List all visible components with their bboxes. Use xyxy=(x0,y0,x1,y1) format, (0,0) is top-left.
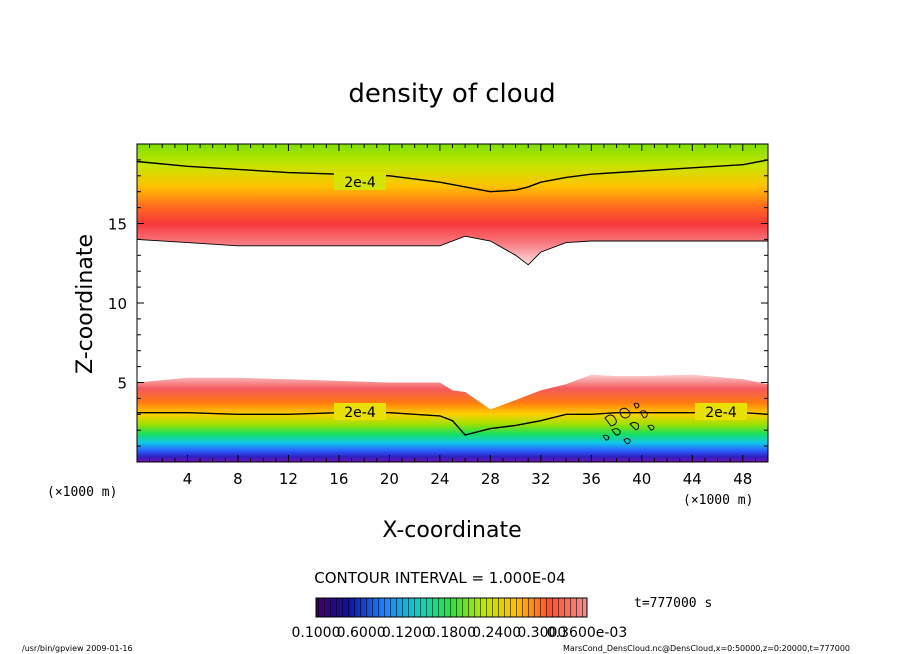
colorbar-tick-label: 0.1800 xyxy=(427,625,476,641)
colorbar-tick-label: 0.1200 xyxy=(382,625,431,641)
x-tick-label: 20 xyxy=(380,470,399,488)
y-tick-label: 5 xyxy=(117,375,127,393)
x-tick-label: 44 xyxy=(683,470,702,488)
x-tick-label: 36 xyxy=(582,470,601,488)
x-tick-label: 28 xyxy=(481,470,500,488)
contour-label-lower-left: 2e-4 xyxy=(344,405,376,421)
y-tick-label: 10 xyxy=(108,295,127,313)
upper-cloud-edge-contour xyxy=(137,235,768,266)
lower-cloud-fill xyxy=(137,374,768,462)
colorbar-tick-label: 0.2400 xyxy=(472,625,521,641)
x-tick-label: 24 xyxy=(430,470,449,488)
footer-right: MarsCond_DensCloud.nc@DensCloud,x=0:5000… xyxy=(563,644,850,653)
contour-interval-text: CONTOUR INTERVAL = 1.000E-04 xyxy=(314,569,565,587)
contour-label-upper: 2e-4 xyxy=(344,175,376,191)
y-tick-labels: 5 10 15 xyxy=(108,216,127,393)
x-axis-label: X-coordinate xyxy=(382,518,521,543)
colorbar-tick-label: 0.1000 xyxy=(292,625,341,641)
upper-contour-2e-4 xyxy=(137,159,768,193)
time-label: t=777000 s xyxy=(634,596,712,611)
contour-labels: 2e-4 2e-4 2e-4 xyxy=(334,172,747,421)
x-tick-marks xyxy=(149,144,756,462)
density-field xyxy=(137,144,768,462)
x-tick-label: 40 xyxy=(632,470,651,488)
colorbar-labels: 0.10000.60000.12000.18000.24000.30000.36… xyxy=(292,625,628,641)
y-tick-marks xyxy=(137,159,768,447)
x-tick-label: 48 xyxy=(733,470,752,488)
y-axis-label: Z-coordinate xyxy=(73,234,98,374)
colorbar-tick-label: 0.3000 xyxy=(517,625,566,641)
x-tick-labels: 4 8 12 16 20 24 28 32 36 40 44 48 xyxy=(183,470,753,488)
y-tick-label: 15 xyxy=(108,216,127,234)
x-unit-label: (×1000 m) xyxy=(683,493,753,508)
x-tick-label: 8 xyxy=(233,470,243,488)
colorbar-tick-label: 0.3600e-03 xyxy=(547,625,627,641)
chart-title: density of cloud xyxy=(348,79,555,109)
x-tick-label: 4 xyxy=(183,470,193,488)
contour-label-lower-right: 2e-4 xyxy=(705,405,737,421)
colorbar xyxy=(315,597,588,618)
x-tick-label: 32 xyxy=(531,470,550,488)
lower-contour-2e-4 xyxy=(137,412,768,436)
z-unit-label: (×1000 m) xyxy=(47,485,117,500)
noisy-contour-cluster xyxy=(602,402,655,445)
upper-cloud-fill xyxy=(137,144,768,265)
footer-left: /usr/bin/gpview 2009-01-16 xyxy=(22,644,133,653)
colorbar-tick-label: 0.6000 xyxy=(337,625,386,641)
x-tick-label: 12 xyxy=(279,470,298,488)
x-tick-label: 16 xyxy=(329,470,348,488)
